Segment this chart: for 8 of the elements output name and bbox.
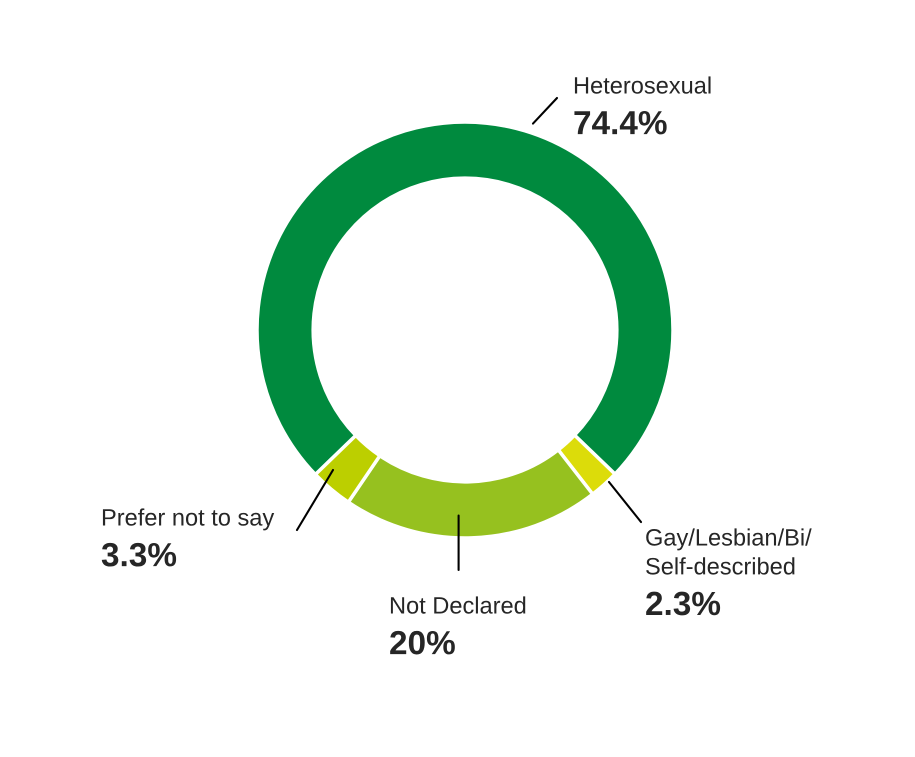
data-label: 20%	[390, 630, 455, 654]
slice-label: Prefer not to say	[102, 508, 274, 530]
data-label: 74.4%	[574, 110, 667, 134]
data-label: 3.3%	[102, 542, 176, 567]
slice-label: Heterosexual	[574, 76, 711, 94]
slice-label: Gay/Lesbian/Bi/ Self-described	[646, 528, 812, 575]
data-label: 2.3%	[646, 592, 720, 616]
slice-label: Not Declared	[390, 596, 526, 614]
